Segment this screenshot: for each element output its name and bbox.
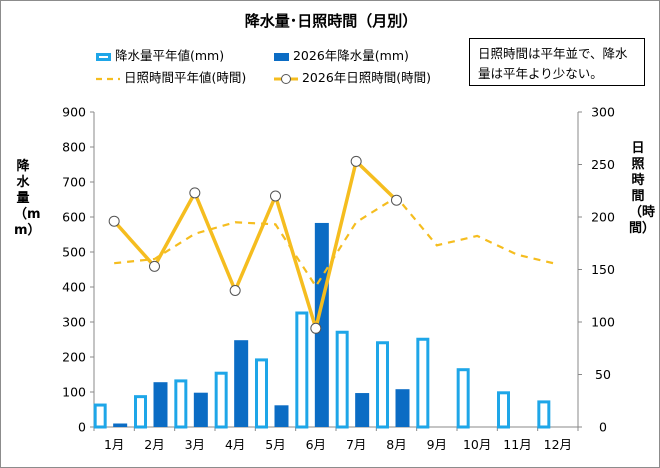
marker-2026-sunshine [108,215,120,227]
legend-item-normal-sunshine: 日照時間平年値(時間) [96,67,246,86]
annotation-box: 日照時間は平年並で、降水量は平年より少ない。 [469,38,645,86]
legend-swatch-outline-bar [96,52,111,61]
bar-normal-precipitation [416,337,430,429]
legend-item-2026-precip: 2026年降水量(mm) [274,45,409,64]
bar-normal-precipitation [295,311,309,429]
y-tick-label-left: 800 [62,140,86,155]
x-tick-label: 4月 [225,437,245,452]
y-tick-label-left: 700 [62,175,86,190]
x-tick-label: 3月 [185,437,205,452]
y-tick-label-right: 250 [591,157,615,172]
legend: 降水量平年値(mm) 2026年降水量(mm) 日照時間平年値(時間) 2026… [96,45,466,89]
marker-2026-sunshine [229,285,241,296]
chart-title: 降水量･日照時間（月別） [244,12,418,30]
x-tick-label: 7月 [346,437,366,452]
bar-normal-precipitation [93,403,107,429]
y-tick-label-right: 0 [599,420,607,435]
x-tick-label: 9月 [427,437,447,452]
bar-normal-precipitation [335,330,349,429]
marker-2026-sunshine [391,194,402,206]
legend-label: 降水量平年値(mm) [114,48,225,63]
y-tick-label-left: 300 [62,315,86,330]
marker-2026-sunshine [189,187,201,199]
bar-normal-precipitation [214,371,228,429]
y-tick-label-right: 200 [591,210,615,225]
x-tick-label: 11月 [503,437,531,452]
y-tick-label-right: 50 [595,367,611,382]
bar-normal-precipitation [537,400,551,429]
marker-2026-sunshine [310,322,322,334]
legend-label: 2026年降水量(mm) [292,48,409,63]
marker-2026-sunshine [149,260,160,272]
marker-2026-sunshine [350,155,362,167]
bar-2026-precipitation [193,392,208,427]
bar-2026-precipitation [355,393,370,427]
line-2026-sunshine [112,159,398,331]
bar-normal-precipitation [255,358,268,429]
y-tick-label-right: 100 [591,315,615,330]
bar-normal-precipitation [376,341,389,429]
bar-normal-precipitation [456,368,470,429]
x-tick-label: 1月 [104,437,124,452]
y-tick-label-right: 300 [591,105,615,120]
x-tick-label: 8月 [386,437,406,452]
bar-2026-precipitation [314,222,329,427]
bar-2026-precipitation [153,382,168,427]
x-tick-label: 12月 [544,437,572,452]
y-tick-label-left: 200 [62,350,86,365]
y-tick-label-left: 600 [62,210,86,225]
line-normal-sunshine [114,195,559,289]
legend-item-normal-precip: 降水量平年値(mm) [96,45,224,64]
bar-2026-precipitation [274,405,289,427]
y-tick-label-left: 900 [62,105,86,120]
x-tick-label: 5月 [265,437,285,452]
bar-2026-precipitation [395,389,410,427]
legend-label: 2026年日照時間(時間) [301,70,432,85]
y-tick-label-left: 100 [62,385,86,400]
legend-swatch-marker-line [274,73,298,84]
y-tick-label-right: 150 [591,262,615,277]
legend-swatch-dashed-line [96,77,120,80]
bar-normal-precipitation [134,395,147,429]
x-tick-label: 6月 [306,437,326,452]
bar-normal-precipitation [174,379,188,429]
x-tick-label: 10月 [463,437,491,452]
legend-label: 日照時間平年値(時間) [123,70,247,85]
bar-2026-precipitation [113,423,128,427]
x-tick-label: 2月 [144,437,164,452]
y-tick-label-left: 500 [62,245,86,260]
y-tick-label-left: 400 [62,280,86,295]
legend-item-2026-sunshine: 2026年日照時間(時間) [274,67,431,86]
legend-swatch-filled-bar [274,52,289,61]
y-tick-label-left: 0 [78,420,86,435]
bar-normal-precipitation [497,391,510,429]
marker-2026-sunshine [270,190,281,202]
bar-2026-precipitation [234,340,249,427]
